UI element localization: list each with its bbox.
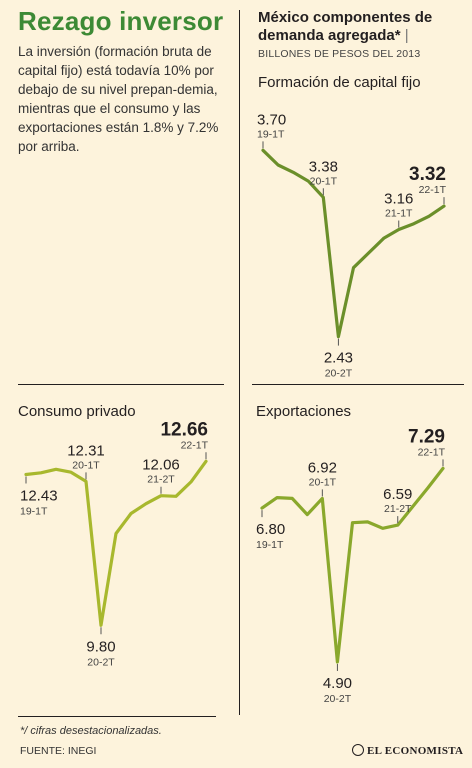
data-label-value-exportaciones-1: 6.92 xyxy=(308,459,337,476)
intro-paragraph: La inversión (formación bruta de capital… xyxy=(18,44,219,154)
footnote: */ cifras desestacionalizadas. xyxy=(20,725,162,737)
data-label-date-exportaciones-3: 21-2T xyxy=(384,503,412,515)
data-label-value-exportaciones-0: 6.80 xyxy=(256,521,285,538)
data-label-value-exportaciones-4: 7.29 xyxy=(408,426,445,447)
chart-title-consumo: Consumo privado xyxy=(18,403,136,420)
series-line-inversion xyxy=(261,148,446,339)
data-label-date-exportaciones-0: 19-1T xyxy=(256,539,284,551)
source-label: FUENTE: INEGI xyxy=(20,745,97,757)
units-subtitle: BILLONES DE PESOS DEL 2013 xyxy=(258,48,421,60)
data-label-date-inversion-0: 19-1T xyxy=(257,128,285,140)
series-line-exportaciones xyxy=(260,466,445,664)
data-label-date-consumo-0: 19-1T xyxy=(20,505,48,517)
horizontal-divider-bottom xyxy=(18,716,216,717)
data-label-value-consumo-3: 12.06 xyxy=(142,457,180,474)
data-label-value-inversion-1: 3.38 xyxy=(309,158,338,175)
brand-mark-icon xyxy=(352,744,364,756)
main-title: Rezago inversor xyxy=(18,6,224,36)
data-label-date-exportaciones-1: 20-1T xyxy=(309,476,337,488)
data-label-date-consumo-3: 21-2T xyxy=(147,474,175,486)
right-title: México componentes de demanda agregada* … xyxy=(258,9,463,45)
data-label-date-inversion-4: 22-1T xyxy=(419,184,447,196)
brand-logo: EL ECONOMISTA xyxy=(352,744,463,757)
data-label-date-inversion-3: 21-1T xyxy=(385,208,413,220)
data-label-value-inversion-3: 3.16 xyxy=(384,191,413,208)
horizontal-divider-left xyxy=(18,384,224,385)
data-label-date-inversion-2: 20-2T xyxy=(325,368,353,380)
brand-name: EL ECONOMISTA xyxy=(367,745,464,757)
horizontal-divider-right xyxy=(252,384,464,385)
data-label-date-inversion-1: 20-1T xyxy=(310,175,338,187)
right-title-text: México componentes de demanda agregada* xyxy=(258,9,433,44)
data-label-date-exportaciones-2: 20-2T xyxy=(324,693,352,705)
data-label-value-consumo-2: 9.80 xyxy=(86,638,115,655)
data-label-date-consumo-1: 20-1T xyxy=(72,459,100,471)
data-label-value-consumo-0: 12.43 xyxy=(20,487,58,504)
data-label-value-inversion-2: 2.43 xyxy=(324,350,353,367)
data-label-value-inversion-0: 3.70 xyxy=(257,111,286,128)
series-line-consumo xyxy=(24,459,208,627)
data-label-value-consumo-1: 12.31 xyxy=(67,442,105,459)
data-label-date-consumo-2: 20-2T xyxy=(87,656,115,668)
vertical-divider xyxy=(239,10,240,715)
right-title-bar: | xyxy=(404,27,409,44)
chart-title-exportaciones: Exportaciones xyxy=(256,403,352,420)
data-label-value-inversion-4: 3.32 xyxy=(409,164,446,185)
data-label-value-exportaciones-3: 6.59 xyxy=(383,486,412,503)
data-label-date-consumo-4: 22-1T xyxy=(181,439,209,451)
data-label-date-exportaciones-4: 22-1T xyxy=(418,446,446,458)
data-label-value-exportaciones-2: 4.90 xyxy=(323,675,352,692)
chart-title-inversion: Formación de capital fijo xyxy=(258,74,421,91)
data-label-value-consumo-4: 12.66 xyxy=(160,419,208,440)
